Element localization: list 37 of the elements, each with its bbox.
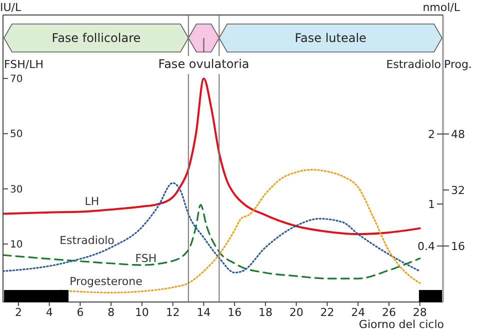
y2-tick-label: 16 (451, 240, 465, 253)
text: nmol/L (422, 1, 461, 14)
y2-axis-title: Prog. (444, 58, 472, 71)
y2-tick-label: 32 (451, 184, 465, 197)
x-tick-label: 24 (351, 306, 366, 319)
x-tick-label: 16 (228, 306, 242, 319)
band-label: Fase luteale (294, 31, 366, 45)
y3-tick-label: 1 (428, 198, 435, 211)
y-tick-label: 50 (10, 129, 23, 140)
band-label: Fase ovulatoria (158, 57, 250, 71)
x-tick-label: 2 (14, 306, 22, 319)
x-tick-label: 10 (134, 306, 149, 319)
x-tick-label: 14 (196, 306, 211, 319)
y-tick-label: 30 (10, 184, 23, 196)
x-tick-label: 26 (382, 306, 396, 319)
x-tick-label: 18 (258, 306, 272, 319)
x-tick-label: 28 (412, 306, 427, 319)
x-tick-label: 6 (76, 306, 84, 319)
x-tick-label: 22 (320, 306, 334, 319)
y-tick-label: 70 (10, 74, 23, 86)
band-label: Fase follicolare (52, 31, 141, 45)
y3-axis-title: Estradiolo (386, 58, 442, 71)
y3-tick-label: 2 (428, 128, 435, 141)
x-tick-label: 4 (46, 306, 53, 319)
x-tick-label: 8 (108, 306, 115, 319)
x-tick-label: 20 (289, 306, 304, 319)
x-tick-label: 12 (166, 306, 180, 319)
y-axis-title: FSH/LH (4, 58, 44, 71)
series-label: Estradiolo (60, 234, 115, 247)
series-label: Progesterone (70, 275, 143, 288)
text: IU/L (0, 1, 22, 14)
y-tick-label: 10 (10, 240, 23, 251)
series-label: LH (84, 195, 100, 208)
y3-tick-label: 0.4 (418, 240, 435, 253)
x-axis-title: Giorno del ciclo (358, 318, 444, 331)
series-label: FSH (135, 252, 157, 265)
y2-tick-label: 48 (451, 128, 465, 141)
